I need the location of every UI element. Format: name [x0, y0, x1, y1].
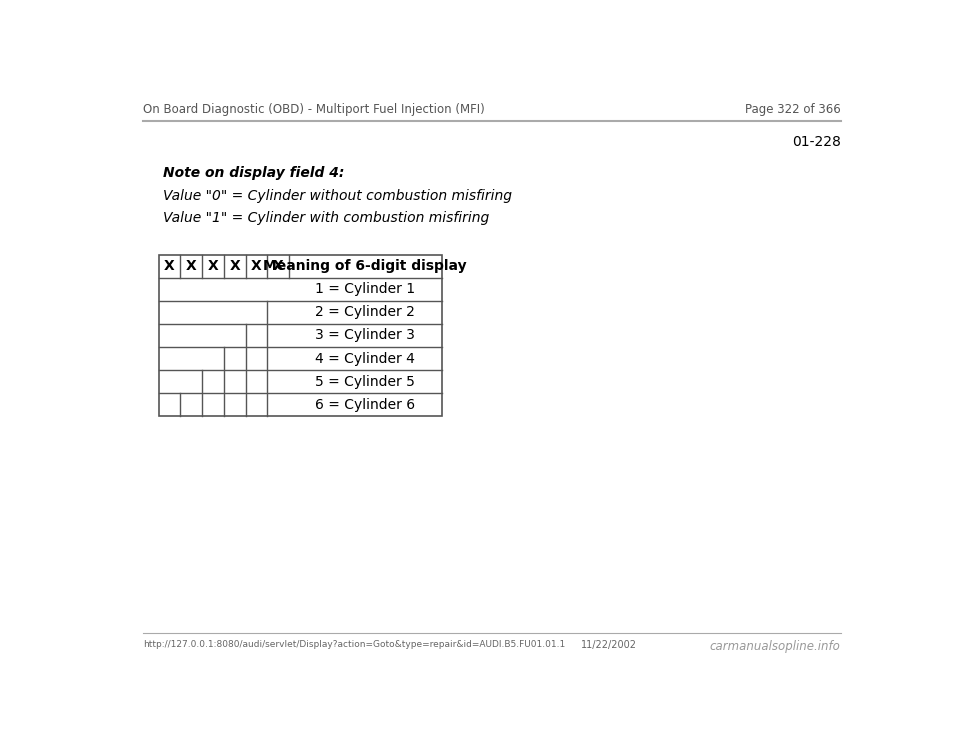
Text: 3 = Cylinder 3: 3 = Cylinder 3 [315, 329, 416, 343]
Text: X: X [273, 259, 283, 273]
Text: carmanualsopline.info: carmanualsopline.info [709, 640, 841, 654]
Text: 1 = Cylinder 1: 1 = Cylinder 1 [315, 282, 416, 296]
Text: On Board Diagnostic (OBD) - Multiport Fuel Injection (MFI): On Board Diagnostic (OBD) - Multiport Fu… [143, 103, 485, 116]
Text: 2 = Cylinder 2: 2 = Cylinder 2 [315, 306, 416, 319]
Text: Page 322 of 366: Page 322 of 366 [745, 103, 841, 116]
Bar [158, 255, 442, 416]
Text: X: X [251, 259, 262, 273]
Text: X: X [207, 259, 218, 273]
Text: Value "0" = Cylinder without combustion misfiring: Value "0" = Cylinder without combustion … [162, 189, 512, 203]
Text: 01-228: 01-228 [792, 135, 841, 149]
Text: X: X [186, 259, 197, 273]
Text: X: X [229, 259, 240, 273]
Text: Value "1" = Cylinder with combustion misfiring: Value "1" = Cylinder with combustion mis… [162, 211, 489, 225]
Text: 5 = Cylinder 5: 5 = Cylinder 5 [315, 375, 416, 389]
Text: X: X [164, 259, 175, 273]
Text: Meaning of 6-digit display: Meaning of 6-digit display [263, 259, 468, 273]
Text: 11/22/2002: 11/22/2002 [581, 640, 637, 650]
Text: Note on display field 4:: Note on display field 4: [162, 166, 344, 180]
Text: 4 = Cylinder 4: 4 = Cylinder 4 [315, 352, 416, 366]
Text: http://127.0.0.1:8080/audi/servlet/Display?action=Goto&type=repair&id=AUDI.B5.FU: http://127.0.0.1:8080/audi/servlet/Displ… [143, 640, 565, 649]
Text: 6 = Cylinder 6: 6 = Cylinder 6 [315, 398, 416, 412]
